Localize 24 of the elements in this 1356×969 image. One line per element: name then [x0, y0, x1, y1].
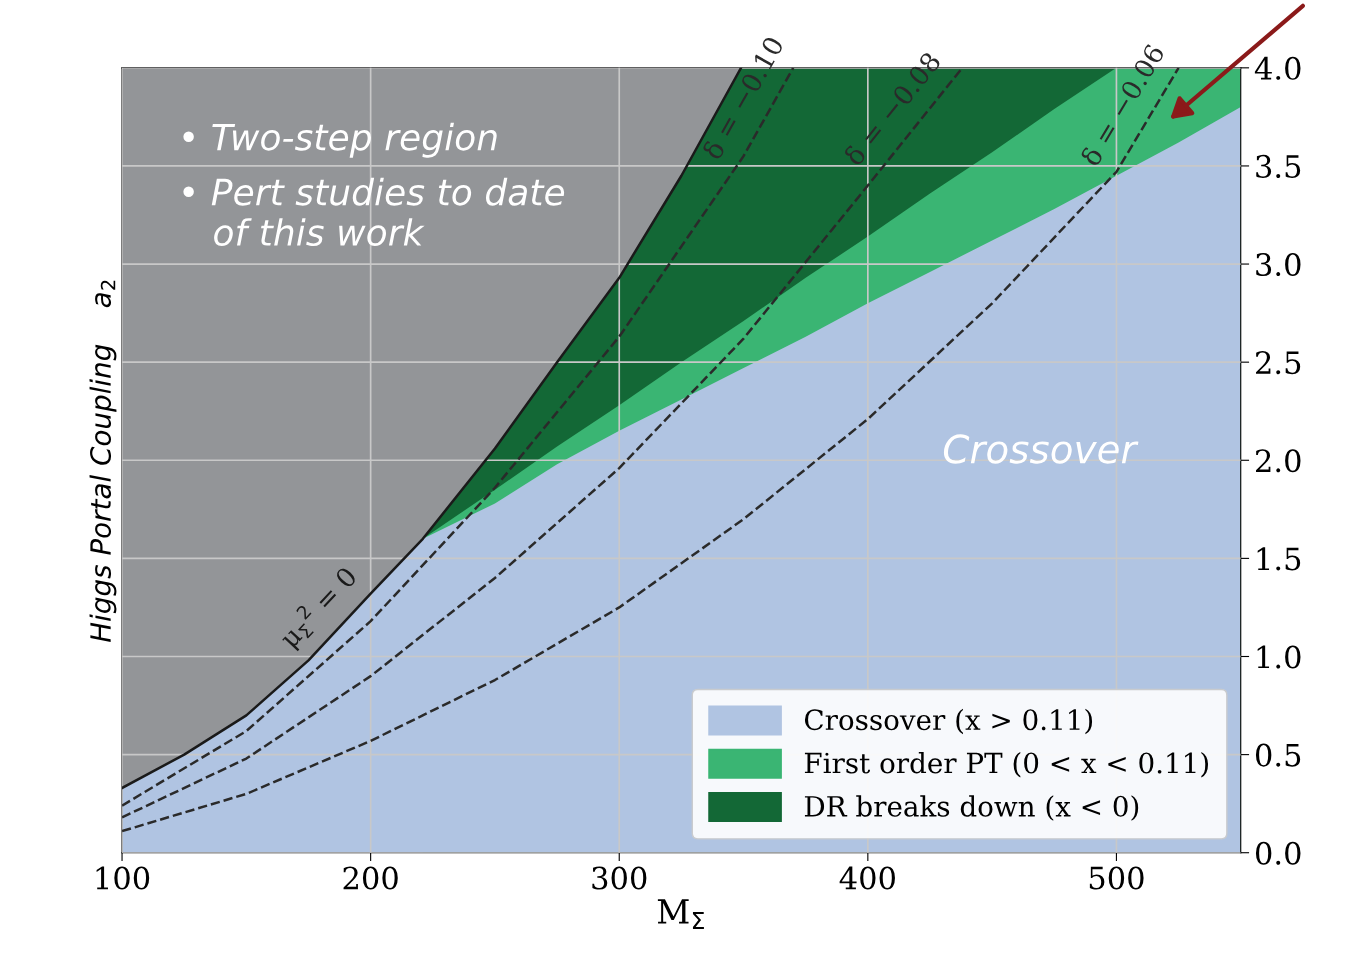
y-tick-label: 2.5 — [1256, 351, 1301, 375]
y-tick-label: 1.5 — [1257, 547, 1301, 571]
text: μ$_{Σ}$$^{2}$ = 0 — [274, 562, 362, 653]
x-axis-title: M$_{Σ}$ — [657, 899, 704, 930]
annotation: • Pert studies to date of this work — [183, 177, 565, 247]
y-axis-title: Higgs Portal Coupling a$_{2}$ — [89, 280, 117, 643]
y-tick-label: 3.5 — [1256, 154, 1301, 178]
y-tick-label: 4.0 — [1254, 56, 1301, 80]
legend-label: DR breaks down (x < 0) — [804, 795, 1139, 821]
y-tick-label: 0.0 — [1255, 841, 1301, 865]
x-tick-label: 400 — [839, 866, 895, 890]
text: δ = −0.10 — [701, 35, 785, 161]
annotation: Crossover — [943, 434, 1139, 464]
y-tick-label: 1.0 — [1257, 645, 1301, 669]
legend-label: Crossover (x > 0.11) — [804, 708, 1093, 735]
y-tick-label: 3.0 — [1256, 252, 1301, 277]
legend-label: First order PT (0 < x < 0.11) — [804, 752, 1208, 778]
x-tick-label: 100 — [96, 866, 150, 890]
y-tick-label: 0.5 — [1255, 743, 1301, 767]
x-tick-label: 500 — [1089, 866, 1144, 890]
annotation: • Two-step region — [183, 122, 497, 158]
y-tick-label: 2.0 — [1256, 449, 1301, 473]
x-tick-label: 200 — [343, 866, 398, 890]
x-tick-label: 300 — [592, 866, 647, 890]
